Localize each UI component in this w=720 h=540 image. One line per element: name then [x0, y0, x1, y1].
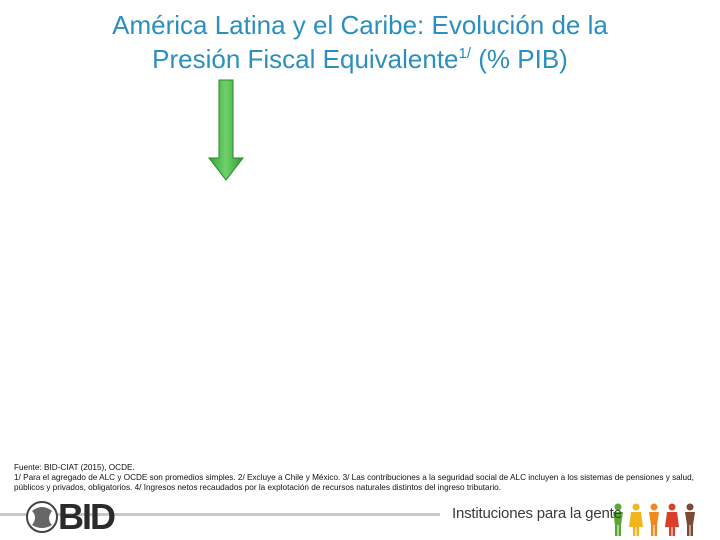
title-line: Presión Fiscal Equivalente1/ (% PIB) [0, 42, 720, 76]
footer-rule [0, 513, 720, 516]
source: Fuente: BID-CIAT (2015), OCDE. [14, 463, 135, 472]
footnote: 1/ Para el agregado de ALC y OCDE son pr… [14, 473, 694, 492]
footer-banner [0, 501, 720, 536]
tagline: Instituciones para la gente [452, 505, 622, 522]
logo-emblem-detail [32, 507, 52, 528]
title-text: Presión Fiscal Equivalente [152, 44, 459, 74]
footer-gap [440, 509, 720, 519]
title-superscript: 1/ [458, 45, 472, 62]
title-text: (% PIB) [471, 44, 568, 74]
down-arrow [207, 79, 245, 181]
slide-title: América Latina y el Caribe: Evolución de… [0, 8, 720, 76]
title-line: América Latina y el Caribe: Evolución de… [112, 10, 608, 40]
people-icons [613, 503, 695, 536]
logo: BID [58, 496, 116, 537]
notes: Fuente: BID-CIAT (2015), OCDE. 1/ Para e… [14, 463, 704, 493]
